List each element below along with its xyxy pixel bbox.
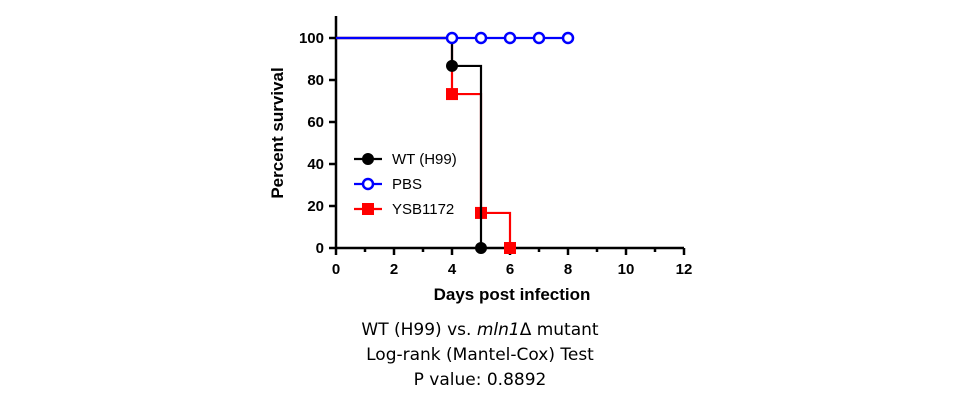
x-tick-label: 6	[506, 261, 514, 278]
y-tick-label: 40	[307, 156, 324, 173]
caption-test-name: Log-rank (Mantel-Cox) Test	[366, 345, 594, 365]
legend-label: WT (H99)	[392, 151, 457, 168]
data-point	[446, 88, 458, 101]
chart-series	[336, 31, 575, 254]
y-tick-label: 0	[316, 240, 324, 257]
data-point	[532, 31, 546, 45]
caption-gene: mln1	[476, 320, 520, 340]
data-point	[445, 31, 459, 45]
legend-marker	[362, 203, 374, 215]
x-tick-label: 2	[390, 261, 398, 278]
chart-axes: 0 20 40 60 80 100 0 2 4 6 8 10 12	[299, 16, 692, 278]
x-tick-label: 10	[618, 261, 635, 278]
x-tick-label: 8	[564, 261, 572, 278]
caption-comparison: WT (H99) vs. mln1Δ mutant	[0, 318, 960, 342]
survival-chart: 0 20 40 60 80 100 0 2 4 6 8 10 12 WT (H99) PBS YSB1172…	[268, 16, 692, 304]
legend-item: YSB1172	[354, 201, 454, 218]
y-tick-label: 20	[307, 198, 324, 215]
legend-item: WT (H99)	[354, 151, 457, 168]
y-axis-label: Percent survival	[268, 67, 287, 198]
caption-p-value: P value: 0.8892	[413, 370, 547, 390]
legend-label: PBS	[392, 176, 422, 193]
y-tick-label: 100	[299, 30, 324, 47]
legend-marker	[361, 177, 375, 191]
legend-label: YSB1172	[392, 201, 454, 218]
y-tick-label: 60	[307, 114, 324, 131]
x-tick-label: 4	[448, 261, 457, 278]
series-wt-h99	[336, 36, 487, 254]
data-point	[561, 31, 575, 45]
caption-prefix: WT (H99) vs.	[361, 320, 477, 340]
x-tick-label: 0	[332, 261, 340, 278]
x-axis-label: Days post infection	[434, 285, 591, 304]
x-tick-label: 12	[676, 261, 693, 278]
data-point	[475, 242, 487, 254]
caption-suffix: Δ mutant	[519, 320, 599, 340]
chart-legend: WT (H99) PBS YSB1172	[354, 151, 457, 218]
legend-item: PBS	[354, 176, 422, 193]
legend-marker	[362, 153, 374, 165]
data-point	[446, 59, 458, 72]
data-point	[504, 242, 516, 254]
data-point	[474, 31, 488, 45]
series-pbs	[336, 31, 575, 45]
data-point	[503, 31, 517, 45]
series-ysb1172	[336, 36, 516, 254]
y-tick-label: 80	[307, 72, 324, 89]
